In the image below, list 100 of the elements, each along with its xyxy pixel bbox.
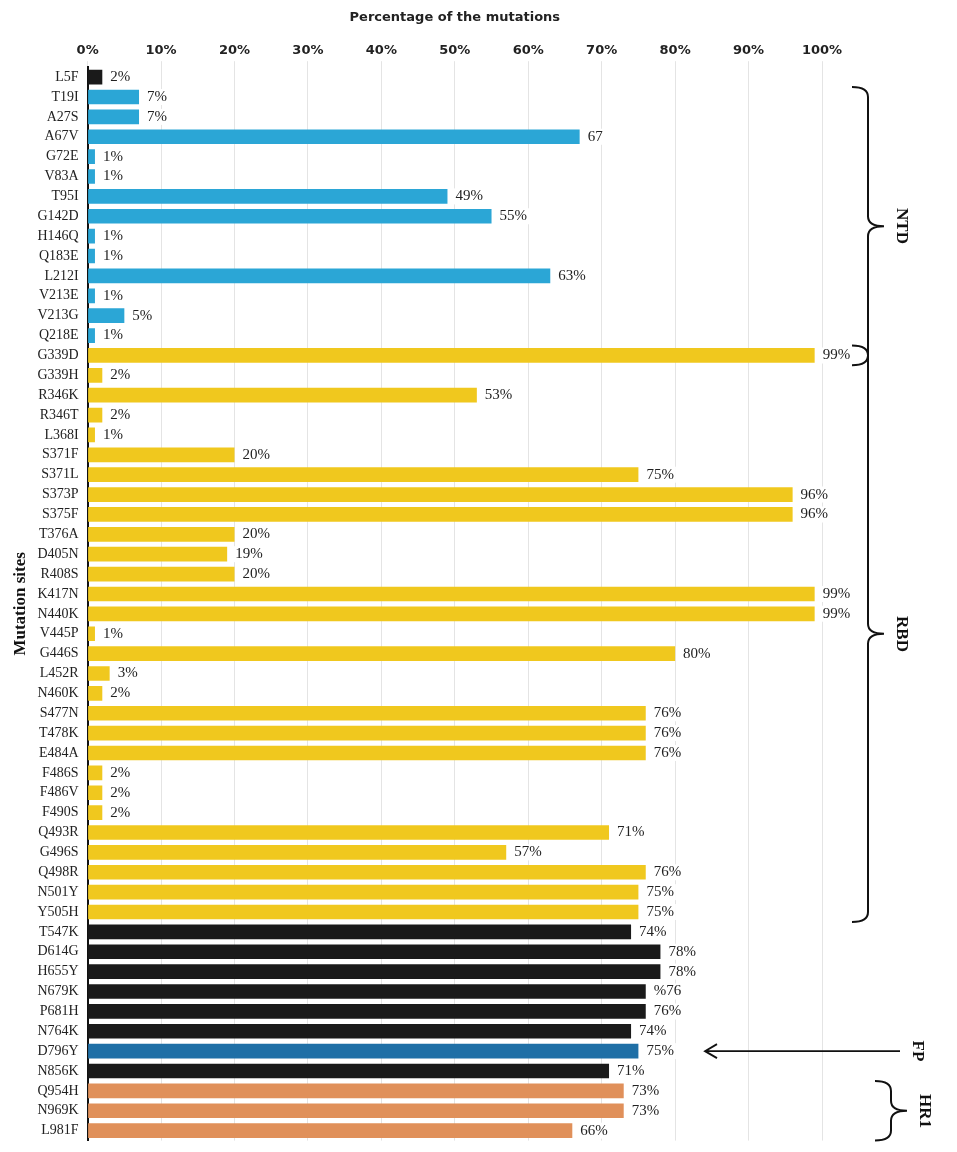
bar xyxy=(88,447,235,463)
bar xyxy=(88,606,815,622)
text: FP xyxy=(908,1040,928,1062)
y-tick-label: S373P xyxy=(42,486,79,502)
data-label: 71% xyxy=(617,823,645,840)
y-tick-label: T19I xyxy=(51,88,79,104)
y-tick-label: T95I xyxy=(51,188,79,204)
bar xyxy=(88,268,551,284)
data-label: 80% xyxy=(683,644,711,661)
data-label: 1% xyxy=(102,246,123,263)
y-tick-label: D796Y xyxy=(37,1042,79,1058)
y-tick-label: N440K xyxy=(37,605,79,621)
bar xyxy=(88,208,492,224)
bar xyxy=(88,328,95,343)
bar xyxy=(88,884,639,900)
bar xyxy=(88,1043,639,1059)
data-label: 74% xyxy=(639,922,667,939)
bar xyxy=(88,1123,573,1138)
y-tick-label: N460K xyxy=(37,685,79,701)
bar xyxy=(88,248,95,264)
y-tick-label: A27S xyxy=(46,108,79,124)
x-tick-label: 10% xyxy=(145,41,177,57)
y-tick-label: N969K xyxy=(37,1102,79,1118)
y-tick-label: Q493R xyxy=(38,824,80,840)
data-label: 99% xyxy=(822,346,851,363)
y-tick-label: L5F xyxy=(55,68,79,84)
data-label: 76% xyxy=(653,704,682,721)
data-label: 74% xyxy=(639,1022,667,1039)
y-tick-label: V83A xyxy=(44,168,80,184)
y-tick-label: V213E xyxy=(38,287,79,303)
data-label: 71% xyxy=(617,1061,645,1078)
y-tick-label: H655Y xyxy=(37,963,79,979)
x-tick-label: 80% xyxy=(659,41,691,57)
y-tick-label: G142D xyxy=(37,207,79,223)
bar xyxy=(88,805,103,820)
x-tick-label: 60% xyxy=(512,41,544,57)
data-label: 7% xyxy=(147,107,168,124)
y-tick-label: G339D xyxy=(37,347,79,363)
text: HR1 xyxy=(915,1093,935,1128)
y-tick-label: H146Q xyxy=(37,227,79,243)
data-label: 76% xyxy=(653,724,682,741)
y-tick-label: Y505H xyxy=(37,903,79,919)
data-label: 67 xyxy=(587,127,604,144)
data-label: 76% xyxy=(653,743,682,760)
data-label: 76% xyxy=(653,863,682,880)
data-label: 20% xyxy=(242,565,270,582)
bar xyxy=(88,765,103,781)
bar xyxy=(88,228,95,244)
bar xyxy=(88,129,580,145)
data-label: 75% xyxy=(646,1042,674,1059)
bar xyxy=(88,169,95,184)
y-tick-label: D405N xyxy=(37,545,79,561)
data-label: 3% xyxy=(117,664,138,681)
y-tick-label: Q218E xyxy=(38,327,79,343)
y-tick-label: T478K xyxy=(38,724,79,740)
y-tick-label: F486V xyxy=(39,784,79,800)
data-label: 76% xyxy=(653,1002,682,1019)
text: RBD xyxy=(892,615,912,652)
y-tick-label: Q183E xyxy=(38,247,79,263)
bar xyxy=(88,189,448,204)
bar xyxy=(88,387,477,403)
bar xyxy=(88,646,676,661)
data-label: 96% xyxy=(800,505,829,522)
y-tick-label: R346T xyxy=(39,406,80,422)
data-label: 55% xyxy=(499,207,528,224)
y-tick-label: N501Y xyxy=(37,883,79,899)
data-label: 19% xyxy=(235,545,263,562)
y-tick-label: G496S xyxy=(39,844,79,860)
data-label: 2% xyxy=(110,406,131,422)
data-label: 2% xyxy=(110,783,131,800)
data-label: 75% xyxy=(646,902,674,919)
y-tick-label: S371L xyxy=(41,466,79,482)
x-tick-label: 70% xyxy=(586,41,618,57)
y-tick-label: K417N xyxy=(37,585,79,601)
y-tick-label: Q498R xyxy=(38,863,80,879)
bar xyxy=(88,308,125,324)
data-label: 2% xyxy=(110,763,131,780)
data-label: 99% xyxy=(822,584,851,601)
y-tick-label: S477N xyxy=(39,704,79,720)
x-axis-title: Percentage of the mutations xyxy=(349,9,561,25)
data-label: 2% xyxy=(110,366,131,383)
x-tick-label: 90% xyxy=(733,41,765,57)
bar xyxy=(88,526,235,542)
data-label: 75% xyxy=(646,883,674,900)
data-label: 66% xyxy=(580,1121,608,1138)
data-label: 73% xyxy=(631,1081,660,1098)
bar xyxy=(88,845,507,860)
y-tick-label: R346K xyxy=(38,386,79,402)
y-tick-label: N764K xyxy=(37,1022,79,1038)
bar xyxy=(88,705,646,721)
y-tick-label: S371F xyxy=(42,446,79,462)
y-tick-label: V445P xyxy=(39,625,79,641)
y-tick-label: R408S xyxy=(40,565,79,581)
bar xyxy=(88,467,639,483)
data-label: 75% xyxy=(646,465,674,482)
data-label: 53% xyxy=(484,386,513,403)
y-tick-label: E484A xyxy=(38,744,80,760)
bar xyxy=(88,487,793,502)
data-label: 1% xyxy=(102,147,123,164)
data-label: %76 xyxy=(653,982,682,999)
